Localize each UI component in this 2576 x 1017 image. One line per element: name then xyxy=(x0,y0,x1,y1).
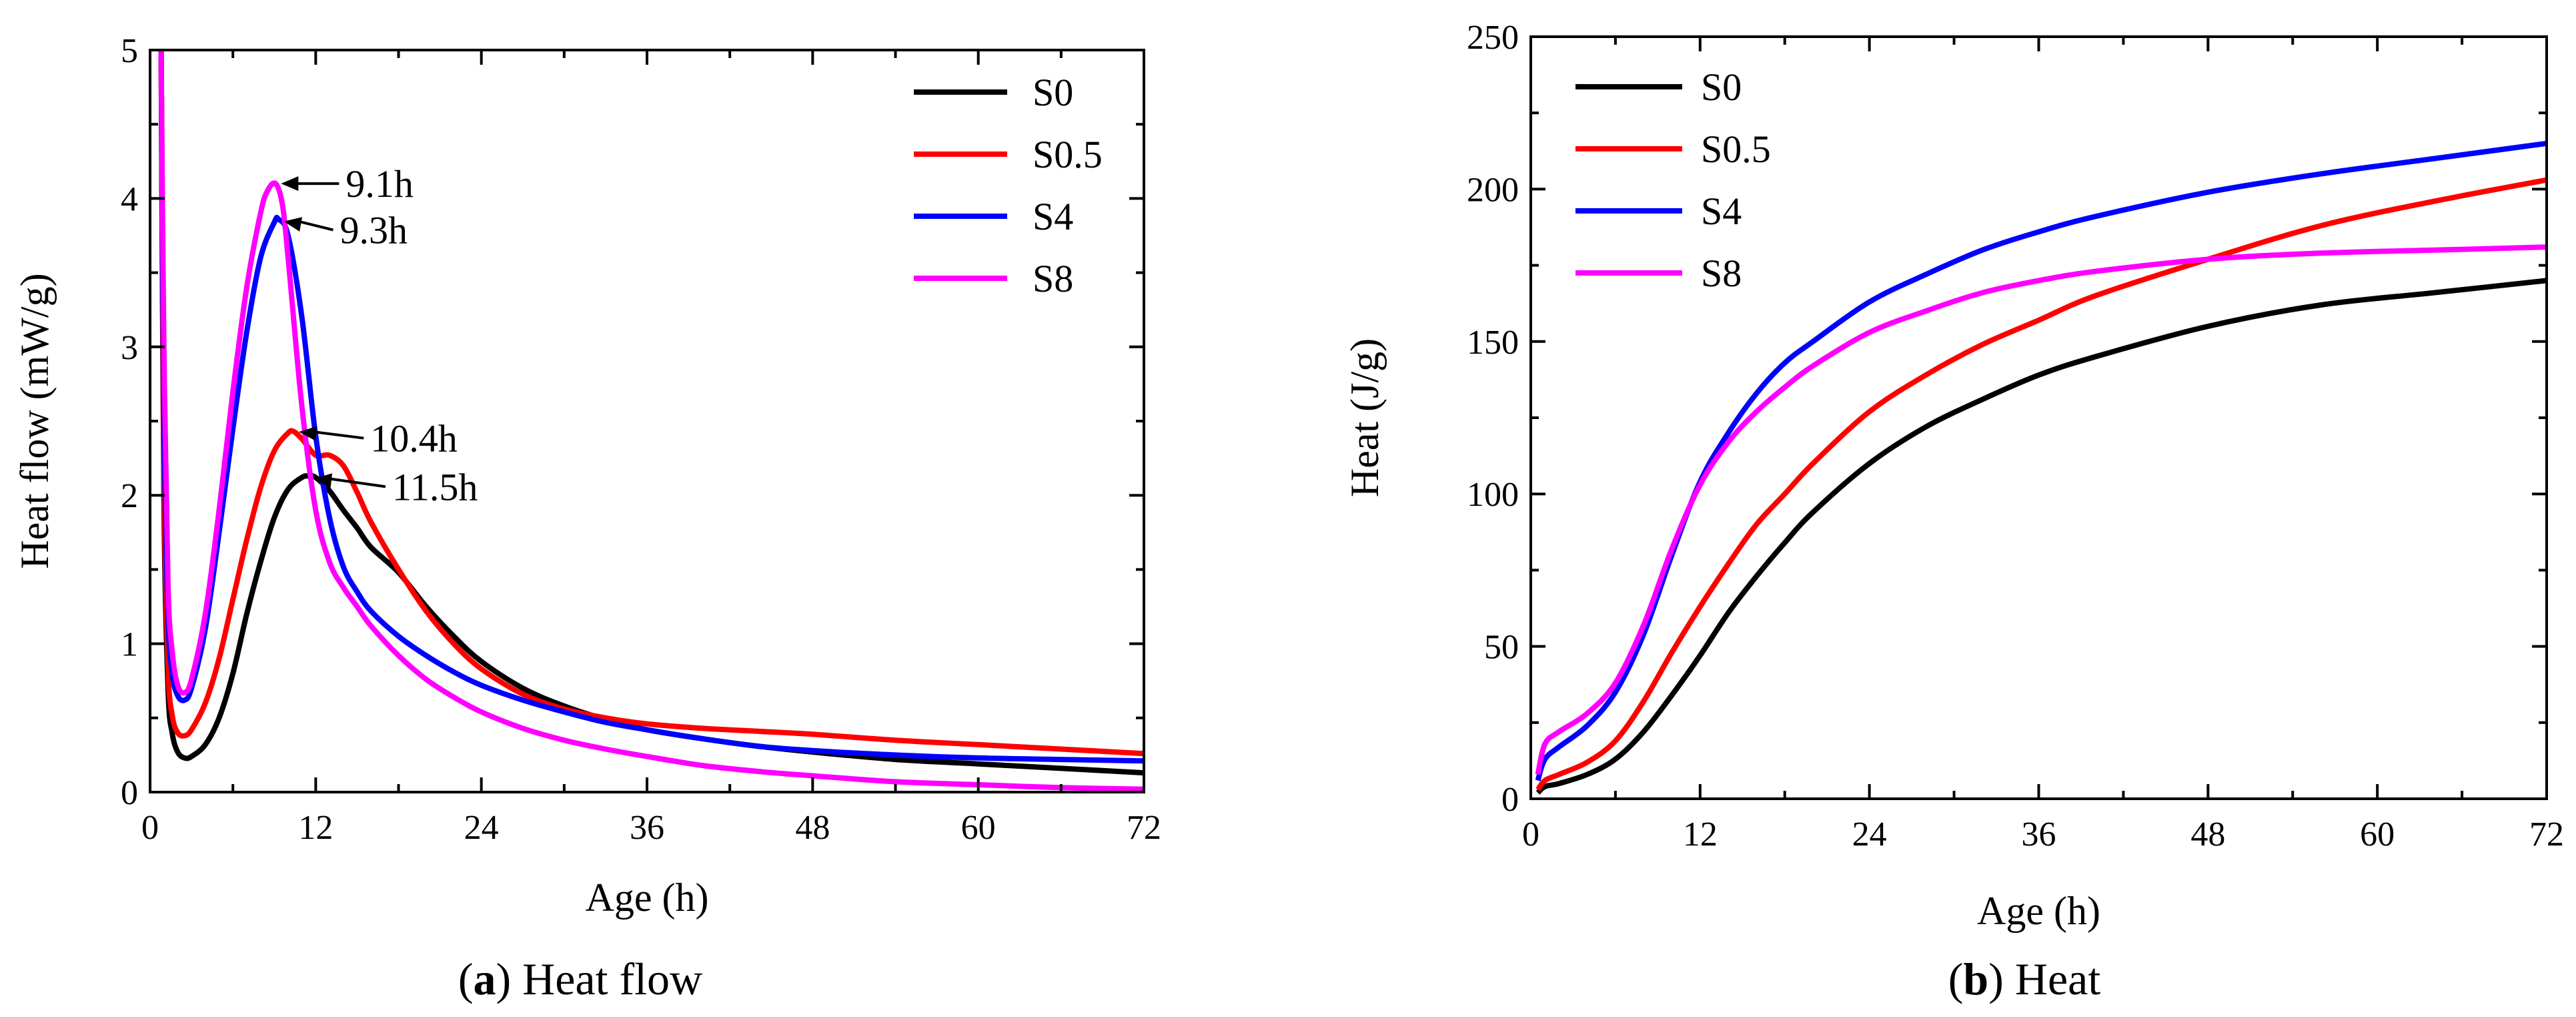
panel-b-x-tick-label: 24 xyxy=(1852,815,1887,854)
panel-a-x-tick-label: 24 xyxy=(464,809,499,847)
panel-a-y-tick-label: 4 xyxy=(121,180,138,218)
panel-b-x-tick-label: 12 xyxy=(1683,815,1718,854)
panel-b-caption-paren-close: ) xyxy=(1988,954,2015,1004)
panel-b-ticks: 0 12 24 36 48 60 72 0 50 100 150 200 250 xyxy=(1467,19,2564,854)
panel-b-series-S4-line xyxy=(1535,140,2547,781)
legend-label: S0.5 xyxy=(1701,127,1771,171)
panel-b-y-tick-label: 200 xyxy=(1467,171,1519,209)
panel-a-x-tick-label: 12 xyxy=(298,809,333,847)
annotation-arrow-line xyxy=(297,220,334,232)
panel-b-y-tick-label: 100 xyxy=(1467,476,1519,514)
panel-a-y-axis-label: Heat flow (mW/g) xyxy=(13,273,57,569)
legend-label: S0 xyxy=(1033,71,1073,114)
legend-label: S8 xyxy=(1701,252,1742,295)
panel-a-caption-paren-open: ( xyxy=(458,954,474,1004)
panel-b-series-S0_5-line xyxy=(1535,177,2547,791)
panel-a-series-S0_5-line xyxy=(158,50,1144,757)
panel-b-y-tick-label: 50 xyxy=(1484,629,1519,667)
panel-b-caption-paren-open: ( xyxy=(1948,954,1964,1004)
annotation-arrow-head xyxy=(299,426,317,441)
panel-b-y-tick-label: 250 xyxy=(1467,19,1519,57)
panel-b-x-tick-label: 36 xyxy=(2022,815,2056,854)
annotation-arrow-head xyxy=(281,176,299,192)
panel-b-y-tick-label: 0 xyxy=(1501,781,1519,819)
panel-b-series-S0-line xyxy=(1535,278,2547,795)
panel-b-caption-text: Heat xyxy=(2015,954,2100,1004)
panel-b-x-tick-label: 60 xyxy=(2360,815,2395,854)
panel-a-caption-paren-close: ) xyxy=(496,954,522,1004)
panel-a-y-tick-label: 3 xyxy=(121,329,138,367)
legend-label: S0.5 xyxy=(1033,133,1103,176)
panel-a-caption-label: a xyxy=(473,954,496,1004)
panel-b-x-tick-label: 48 xyxy=(2190,815,2225,854)
panel-b-legend: S0 S0.5 S4 S8 xyxy=(1575,65,1771,295)
panel-b-caption-label: b xyxy=(1963,954,1988,1004)
panel-b-caption: (b) Heat xyxy=(1948,954,2101,1004)
legend-label: S8 xyxy=(1033,257,1073,300)
panel-a-series-S8-line xyxy=(158,50,1144,792)
panel-a-x-tick-label: 0 xyxy=(141,809,159,847)
annotation-arrow-head xyxy=(283,217,302,232)
legend-label: S4 xyxy=(1033,195,1073,238)
panel-a-x-axis-label: Age (h) xyxy=(586,876,709,920)
panel-b-heat-chart: 0 12 24 36 48 60 72 0 50 100 150 200 250 Age (h) Hea… xyxy=(1343,19,2564,1004)
peak-time-annotation: 9.1h xyxy=(346,162,414,206)
panel-a-x-tick-label: 36 xyxy=(630,809,664,847)
panel-b-x-tick-label: 0 xyxy=(1522,815,1539,854)
panel-a-legend: S0 S0.5 S4 S8 xyxy=(914,71,1103,300)
panel-a-caption: (a) Heat flow xyxy=(458,954,702,1004)
panel-b-x-tick-label: 72 xyxy=(2529,815,2564,854)
annotation-arrow-head xyxy=(313,473,333,488)
panel-a-y-tick-label: 0 xyxy=(121,774,138,812)
peak-time-annotation: 11.5h xyxy=(392,465,478,508)
legend-label: S0 xyxy=(1701,65,1742,109)
panel-b-series-layer xyxy=(1535,140,2547,795)
panel-a-caption-text: Heat flow xyxy=(522,954,702,1004)
panel-b-y-axis-label: Heat (J/g) xyxy=(1343,338,1387,497)
panel-a-y-tick-label: 1 xyxy=(121,626,138,664)
peak-time-annotation: 9.3h xyxy=(340,209,408,252)
legend-label: S4 xyxy=(1701,190,1742,233)
panel-b-series-S8-line xyxy=(1535,244,2547,775)
annotation-arrow-line xyxy=(313,430,364,440)
panel-b-x-axis-label: Age (h) xyxy=(1977,889,2100,933)
panel-a-y-tick-label: 2 xyxy=(121,477,138,515)
peak-time-annotation: 10.4h xyxy=(370,417,458,460)
panel-a-x-tick-label: 72 xyxy=(1127,809,1161,847)
panel-b-y-tick-label: 150 xyxy=(1467,324,1519,362)
annotation-arrow-line xyxy=(328,477,386,488)
panel-a-y-tick-label: 5 xyxy=(121,32,138,70)
panel-a-annotations: 9.1h9.3h 10.4h 11.5h xyxy=(281,162,478,508)
panel-a-x-tick-label: 48 xyxy=(795,809,830,847)
panel-a-x-tick-label: 60 xyxy=(961,809,996,847)
